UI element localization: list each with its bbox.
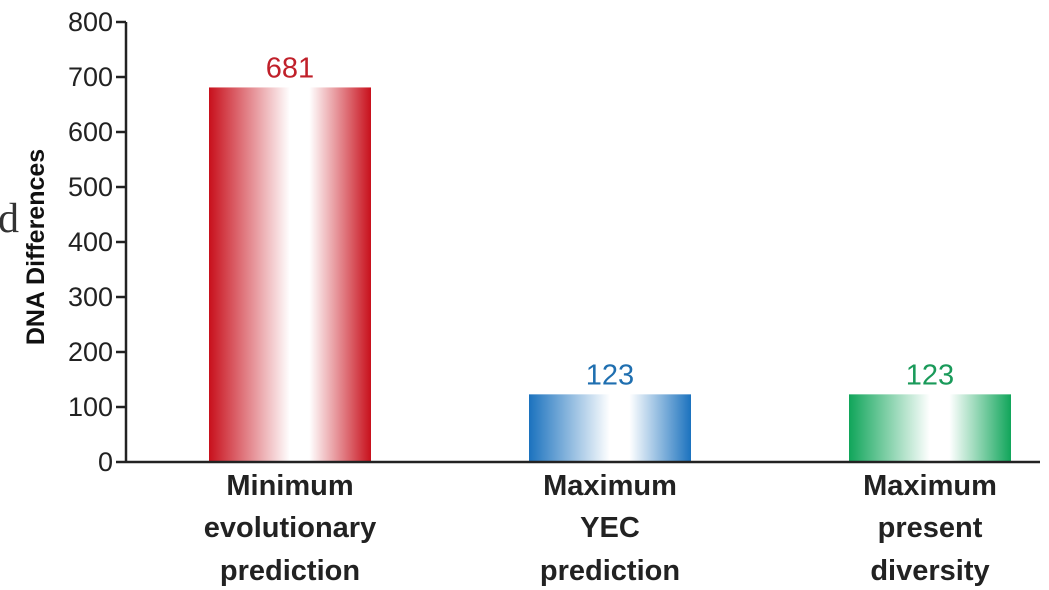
category-label-line: prediction [540,555,680,587]
y-tick-label: 400 [68,227,113,257]
y-axis-ticks: 0 100 200 300 400 500 600 700 800 [68,7,126,477]
bar-value-label: 123 [906,359,954,391]
y-tick-label: 500 [68,172,113,202]
y-tick-label: 700 [68,62,113,92]
bars [209,87,1011,462]
category-label-line: present [878,512,983,544]
category-labels: Minimum evolutionary prediction Maximum YEC p… [204,470,997,587]
bar [209,87,371,462]
y-tick-label: 300 [68,282,113,312]
y-axis-title: DNA Differences [22,149,50,345]
bar-value-label: 123 [586,359,634,391]
data-labels: 681 123 123 [266,52,954,391]
stray-text-fragment: d [0,196,19,242]
y-tick-label: 0 [98,447,113,477]
bar-value-label: 681 [266,52,314,84]
category-label-line: evolutionary [204,512,376,544]
category-label-line: Maximum [863,470,997,502]
category-label-line: Minimum [226,470,353,502]
category-label-line: diversity [870,555,989,587]
y-tick-label: 600 [68,117,113,147]
category-label-line: prediction [220,555,360,587]
bar [529,394,691,462]
category-label-line: YEC [580,512,640,544]
category-label-line: Maximum [543,470,677,502]
y-tick-label: 800 [68,7,113,37]
y-tick-label: 200 [68,337,113,367]
y-tick-label: 100 [68,392,113,422]
bar [849,394,1011,462]
